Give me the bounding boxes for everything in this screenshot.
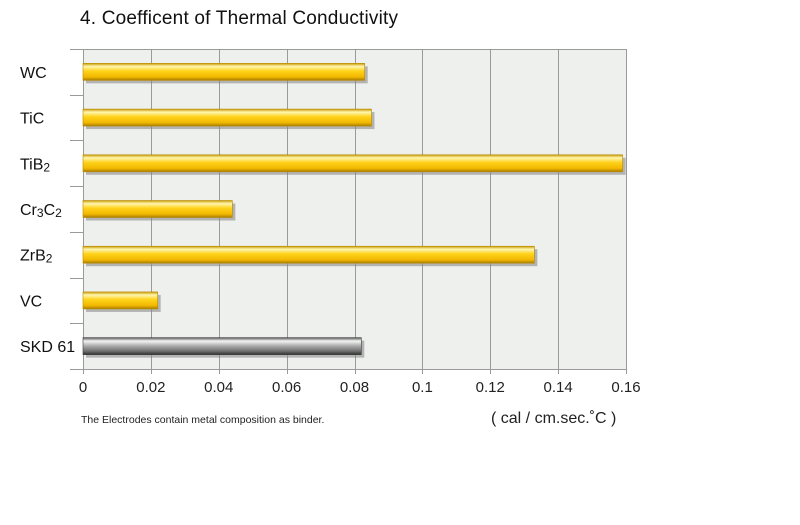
bar — [82, 108, 372, 127]
x-tick-label: 0.1 — [412, 379, 433, 396]
category-label: VC — [20, 293, 42, 310]
x-tick-label: 0.04 — [204, 379, 233, 396]
x-tick-label: 0.06 — [272, 379, 301, 396]
bar — [82, 337, 362, 355]
category-label: SKD 61 — [20, 339, 75, 356]
x-axis-unit-label: ( cal / cm.sec.˚C ) — [491, 410, 617, 427]
category-label: TiC — [20, 111, 44, 128]
category-label: ZrB2 — [20, 248, 53, 266]
x-tick-label: 0.16 — [611, 379, 640, 396]
bar — [82, 154, 623, 173]
bar — [82, 63, 365, 81]
x-tick-label: 0.08 — [340, 379, 369, 396]
footnote: The Electrodes contain metal composition… — [81, 414, 325, 426]
x-tick-label: 0.14 — [544, 379, 573, 396]
chart-title: 4. Coefficent of Thermal Conductivity — [80, 8, 399, 29]
bar — [82, 200, 233, 218]
x-tick-label: 0.02 — [136, 379, 165, 396]
bar — [82, 245, 535, 264]
bar — [82, 291, 158, 310]
category-label: WC — [20, 65, 47, 82]
x-tick-label: 0 — [79, 379, 87, 396]
x-tick-label: 0.12 — [476, 379, 505, 396]
category-label: Cr3C2 — [20, 202, 62, 220]
category-label: TiB2 — [20, 156, 50, 174]
